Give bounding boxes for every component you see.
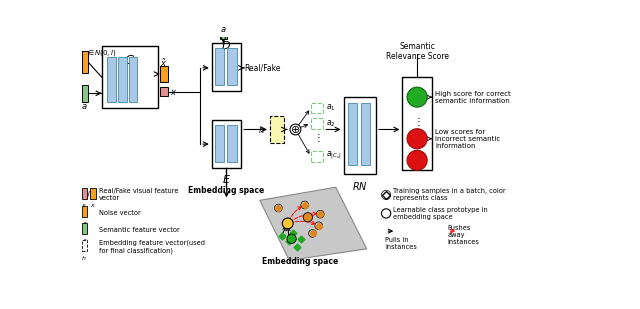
Text: $z$: $z$ — [81, 220, 87, 227]
Text: $\tilde{x}$: $\tilde{x}$ — [160, 57, 167, 69]
Circle shape — [287, 234, 296, 243]
Bar — [344, 97, 376, 174]
Bar — [311, 151, 323, 162]
Text: Low scores for
incorrect semantic
information: Low scores for incorrect semantic inform… — [435, 129, 500, 149]
Bar — [81, 206, 87, 217]
Text: $\vdots$: $\vdots$ — [413, 115, 421, 128]
Bar — [270, 116, 284, 143]
Text: High score for correct
semantic information: High score for correct semantic informat… — [435, 91, 511, 104]
Bar — [311, 103, 323, 113]
Bar — [81, 240, 87, 251]
Text: /: / — [87, 190, 90, 199]
Bar — [227, 48, 237, 85]
Text: $RN$: $RN$ — [352, 180, 367, 192]
Bar — [160, 66, 168, 82]
Text: $a_{|C_s|}$: $a_{|C_s|}$ — [326, 150, 342, 163]
Text: Semantic feature vector: Semantic feature vector — [99, 226, 179, 233]
Bar — [212, 120, 241, 168]
Text: Embedding space: Embedding space — [188, 186, 264, 195]
Circle shape — [407, 129, 428, 149]
Text: Real/Fake: Real/Fake — [244, 63, 281, 72]
Text: $a_1$: $a_1$ — [326, 103, 336, 113]
Circle shape — [282, 218, 293, 229]
Bar — [360, 103, 370, 165]
Text: $G$: $G$ — [124, 54, 135, 67]
Text: Real/Fake visual feature
vector: Real/Fake visual feature vector — [99, 188, 178, 201]
Bar — [129, 57, 138, 102]
Polygon shape — [260, 187, 367, 260]
Bar — [107, 57, 116, 102]
Bar — [403, 77, 432, 170]
Bar — [102, 46, 157, 108]
Text: Semantic
Relevance Score: Semantic Relevance Score — [386, 42, 449, 61]
Text: $a$: $a$ — [220, 25, 227, 34]
Circle shape — [407, 150, 428, 170]
Text: Learnable class prototype in
embedding space: Learnable class prototype in embedding s… — [393, 207, 488, 220]
Text: $a_2$: $a_2$ — [326, 118, 336, 129]
Text: $a$: $a$ — [81, 102, 88, 111]
Circle shape — [407, 87, 428, 107]
Text: Pulls in
instances: Pulls in instances — [385, 237, 417, 250]
Bar — [220, 26, 227, 39]
Bar — [311, 118, 323, 129]
Bar — [81, 51, 88, 73]
Bar — [227, 125, 237, 162]
Bar — [348, 103, 358, 165]
Text: $z \in N(0,I)$: $z \in N(0,I)$ — [81, 48, 116, 58]
Bar — [90, 188, 95, 199]
Text: $E$: $E$ — [222, 173, 231, 184]
Text: $h$: $h$ — [81, 254, 87, 262]
Bar — [81, 188, 87, 199]
Text: $D$: $D$ — [221, 39, 232, 51]
Text: Pushes
away
instances: Pushes away instances — [447, 225, 479, 245]
Text: $a$: $a$ — [81, 237, 87, 244]
Bar — [118, 57, 127, 102]
Text: $\vdots$: $\vdots$ — [314, 131, 321, 144]
Bar — [215, 48, 224, 85]
Text: Embedding space: Embedding space — [262, 256, 338, 265]
Text: Embedding feature vector(used
for final classification): Embedding feature vector(used for final … — [99, 239, 205, 253]
Text: $\tilde{x}$: $\tilde{x}$ — [90, 202, 96, 210]
Circle shape — [303, 213, 312, 222]
Text: $h$: $h$ — [259, 124, 265, 135]
Text: $x$: $x$ — [81, 202, 87, 209]
Text: Training samples in a batch, color
represents class: Training samples in a batch, color repre… — [393, 188, 506, 201]
Bar — [212, 43, 241, 91]
Text: Noise vector: Noise vector — [99, 210, 140, 216]
Text: $\oplus$: $\oplus$ — [291, 124, 301, 135]
Circle shape — [290, 124, 301, 135]
Bar — [81, 85, 88, 102]
Bar — [81, 223, 87, 234]
Bar — [215, 125, 224, 162]
Text: $x$: $x$ — [170, 88, 177, 97]
Bar — [160, 87, 168, 96]
